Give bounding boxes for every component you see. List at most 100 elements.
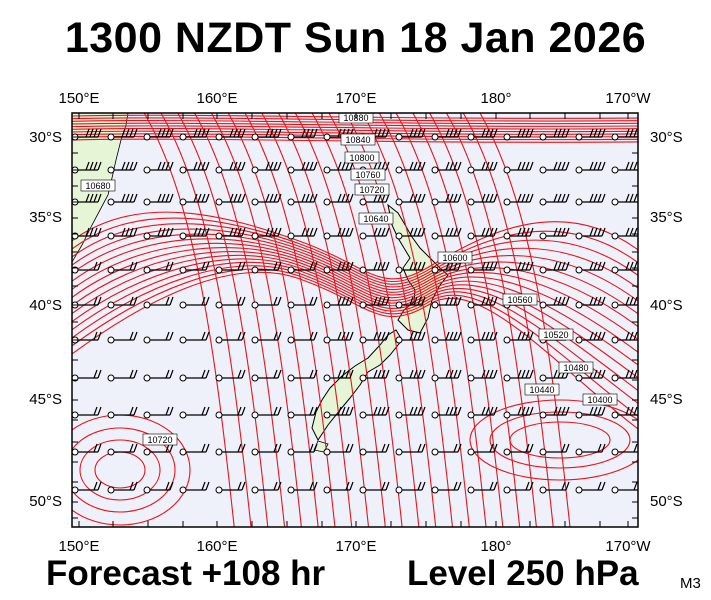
wind-barb (359, 331, 390, 344)
lon-tick-label-bottom: 150°E (58, 538, 99, 555)
wind-barb (395, 481, 426, 494)
wind-barb (359, 443, 390, 456)
wind-barb (179, 406, 210, 419)
wind-barb (395, 406, 426, 419)
wind-barb (179, 261, 210, 274)
height-contour (72, 242, 638, 328)
svg-text:10400: 10400 (587, 395, 612, 405)
lat-tick-label-right: 45°S (650, 391, 683, 408)
contour-label: 10760 (350, 168, 386, 181)
wind-barb (143, 369, 174, 382)
lat-tick-label-right: 50°S (650, 493, 683, 510)
wind-barb (467, 193, 498, 206)
wind-barb (215, 227, 246, 240)
wind-barb (179, 443, 210, 456)
nz-south-island (311, 329, 403, 441)
wind-barb (287, 193, 318, 206)
wind-barb (539, 369, 570, 382)
model-code: M3 (680, 575, 701, 592)
wind-barb (251, 369, 282, 382)
wind-barb (287, 481, 318, 494)
height-contour (429, 113, 521, 527)
contour-label: 10600 (437, 251, 473, 264)
contour-label: 10680 (80, 179, 116, 192)
wind-barb (251, 261, 282, 274)
wind-barb (215, 128, 246, 141)
wind-barb (467, 227, 498, 240)
wind-barb (107, 128, 138, 141)
svg-text:10760: 10760 (355, 170, 380, 180)
height-contour (72, 217, 638, 283)
svg-text:10480: 10480 (563, 363, 588, 373)
wind-barb (72, 443, 102, 456)
svg-text:10800: 10800 (349, 153, 374, 163)
wind-barb (503, 331, 534, 344)
wind-barb (287, 443, 318, 456)
wind-barb (251, 296, 282, 309)
wind-barb (287, 261, 318, 274)
wind-barb (251, 443, 282, 456)
wind-barb (539, 193, 570, 206)
height-contour (72, 268, 638, 417)
wind-barb (143, 128, 174, 141)
wind-barb (287, 128, 318, 141)
svg-text:10840: 10840 (345, 135, 370, 145)
wind-barb (539, 481, 570, 494)
wind-barb (575, 161, 606, 174)
height-contour (72, 271, 638, 430)
height-contour (345, 113, 437, 527)
svg-text:10640: 10640 (363, 214, 388, 224)
wind-barb (251, 406, 282, 419)
wind-barb (143, 296, 174, 309)
wind-barb (395, 261, 426, 274)
height-contour (378, 113, 470, 527)
wind-barb (611, 227, 638, 240)
wind-barb (431, 161, 462, 174)
wind-barb (179, 128, 210, 141)
wind-barb (359, 369, 390, 382)
wind-barb (251, 331, 282, 344)
lon-tick-label-bottom: 160°E (196, 538, 237, 555)
wind-barb (107, 161, 138, 174)
wind-barb (395, 227, 426, 240)
lon-tick-label-top: 180° (480, 90, 511, 107)
contour-label: 10720 (354, 183, 390, 196)
lon-tick-label-bottom: 170°W (605, 538, 651, 555)
wind-barb (72, 161, 102, 174)
wind-barb (143, 227, 174, 240)
wind-barb (431, 331, 462, 344)
wind-barb (503, 481, 534, 494)
wind-barb (467, 331, 498, 344)
lat-tick-label-left: 40°S (29, 297, 62, 314)
wind-barb (539, 261, 570, 274)
height-contour (469, 399, 638, 481)
wind-barb (575, 296, 606, 309)
height-contour (489, 411, 631, 469)
wind-barb (107, 331, 138, 344)
wind-barb (107, 227, 138, 240)
wind-barb (143, 443, 174, 456)
wind-barb (467, 128, 498, 141)
wind-barb (179, 161, 210, 174)
wind-barb (431, 193, 462, 206)
wind-barb (107, 406, 138, 419)
wind-barb (503, 443, 534, 456)
wind-barb (575, 193, 606, 206)
lat-tick-label-left: 35°S (29, 209, 62, 226)
wind-barb (323, 331, 354, 344)
wind-barb (575, 261, 606, 274)
wind-barb (431, 128, 462, 141)
wind-barb (323, 369, 354, 382)
lat-tick-label-left: 45°S (29, 391, 62, 408)
height-contour (72, 127, 638, 133)
height-contour (79, 439, 161, 501)
wind-barb (539, 296, 570, 309)
height-contour (395, 113, 487, 527)
wind-barb (431, 481, 462, 494)
height-contour (177, 113, 269, 527)
wind-barb (575, 481, 606, 494)
wind-barb (431, 443, 462, 456)
svg-text:10560: 10560 (507, 295, 532, 305)
wind-barb (107, 261, 138, 274)
wind-barb (287, 406, 318, 419)
